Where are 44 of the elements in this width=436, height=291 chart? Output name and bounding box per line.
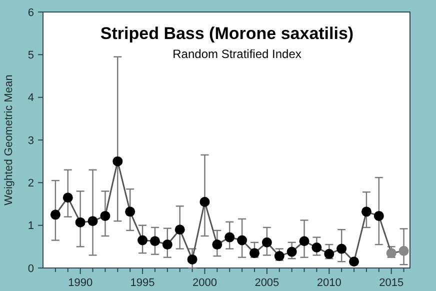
point xyxy=(312,242,322,253)
point xyxy=(174,224,185,235)
point xyxy=(212,240,222,250)
point xyxy=(112,156,123,166)
point xyxy=(150,236,160,246)
x-tick-label: 2015 xyxy=(379,277,404,289)
point xyxy=(75,217,86,228)
y-tick-label: 5 xyxy=(28,50,34,62)
point xyxy=(249,248,260,258)
point xyxy=(100,210,110,221)
point xyxy=(200,196,210,207)
x-tick-label: 2005 xyxy=(254,277,280,289)
point xyxy=(138,235,148,246)
point xyxy=(262,237,272,248)
point xyxy=(237,235,248,246)
point xyxy=(187,254,198,264)
point xyxy=(50,210,60,220)
y-tick-label: 1 xyxy=(28,220,34,232)
point xyxy=(398,246,409,256)
point xyxy=(349,256,360,267)
y-tick-label: 4 xyxy=(28,92,34,104)
y-tick-label: 6 xyxy=(28,6,34,19)
point xyxy=(361,206,372,217)
y-tick-label: 0 xyxy=(28,262,34,275)
x-tick-label: 2000 xyxy=(192,277,217,289)
point xyxy=(299,236,310,246)
x-tick-label: 1995 xyxy=(130,277,155,289)
text: Striped Bass (Morone saxatilis) xyxy=(100,24,354,43)
point xyxy=(125,206,136,217)
point xyxy=(224,232,235,242)
y-axis-title: Weighted Geometric Mean xyxy=(3,74,15,206)
point xyxy=(162,240,172,250)
x-tick-label: 2010 xyxy=(316,277,342,289)
point xyxy=(374,210,384,221)
point xyxy=(88,216,98,226)
y-tick-label: 2 xyxy=(28,178,34,190)
point xyxy=(286,246,297,257)
x-tick-label: 1990 xyxy=(68,277,93,289)
point xyxy=(274,251,284,262)
point xyxy=(336,244,347,254)
y-tick-label: 3 xyxy=(28,134,34,147)
text: Random Stratified Index xyxy=(172,47,302,61)
point xyxy=(324,248,334,259)
point xyxy=(62,192,73,203)
